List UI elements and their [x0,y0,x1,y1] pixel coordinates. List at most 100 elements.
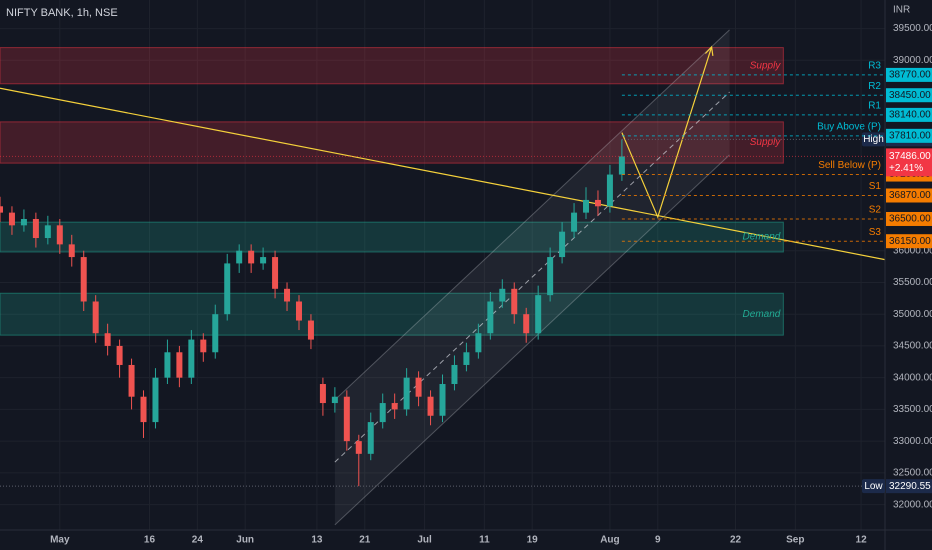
zone-label: Demand [743,232,781,243]
channel-middle [334,91,730,463]
x-tick-label: 12 [856,535,868,546]
candle-body [8,212,15,226]
level-name: S1 [869,181,882,192]
level-tag [886,234,932,249]
marker-tag [862,479,885,494]
candle-body [475,333,482,353]
level-tag [886,188,932,203]
projection-arrow [621,46,713,219]
candle-body [32,218,39,239]
y-tick-label: 32500.00 [893,468,932,479]
zone [0,47,784,85]
zone-label: Demand [743,309,781,320]
level-tag-label: 38140.00 [889,110,931,121]
zone-label: Supply [750,137,782,148]
zone [0,121,784,164]
candle-body [92,301,99,334]
x-tick-label: 9 [655,535,661,546]
candle-body [56,225,63,245]
candle-body [415,377,422,397]
candle-body [487,301,494,334]
candle-body [379,403,386,423]
trendline [0,87,885,261]
candle-body [188,339,195,378]
x-tick-label: 24 [192,535,204,546]
level-tag [886,88,932,103]
level-name: R2 [868,81,881,92]
candle-body [499,288,506,302]
candle-body [116,345,123,365]
candle-body [128,364,135,397]
plot-area [0,0,885,530]
x-tick-label: 19 [527,535,539,546]
level-name: R3 [868,61,881,72]
y-tick-label: 34000.00 [893,372,932,383]
chart-title: NIFTY BANK, 1h, NSE [6,7,118,19]
zone [0,292,784,336]
candle-body [236,250,243,264]
level-name: R1 [868,101,881,112]
level-tag-label: 38770.00 [889,70,931,81]
x-tick-label: Jul [417,535,432,546]
candle-body [606,174,613,207]
level-tag [886,211,932,226]
level-tag [886,67,932,82]
level-tag-label: 36500.00 [889,214,931,225]
zone-label: Supply [750,60,782,71]
x-tick-label: Jun [236,535,254,546]
price-tag-label: 32290.55 [889,481,931,492]
x-tick-label: 13 [311,535,323,546]
candle-body [511,288,518,315]
candle-body [583,199,590,213]
candle-body [212,314,219,353]
x-tick-label: 22 [730,535,742,546]
y-tick-label: 35500.00 [893,277,932,288]
candle-body [618,156,625,175]
channel-upper [334,29,730,401]
last-price-label: 37486.00 [889,151,931,162]
y-tick-label: 39000.00 [893,55,932,66]
candle-body [571,212,578,232]
x-tick-label: 21 [359,535,371,546]
candle-body [331,396,338,404]
candle-body [272,257,279,289]
candle-body [295,301,302,321]
marker-tag [862,132,885,147]
candle-body [20,218,27,226]
level-tag-label: 36870.00 [889,190,931,201]
currency: INR [893,5,910,16]
arrow-head [704,45,714,56]
candle-body [0,206,3,213]
candle-body [140,396,147,423]
candle-body [44,225,51,239]
level-name: S3 [869,227,882,238]
candle-body [355,441,362,454]
candle-body [559,231,566,258]
level-tag [886,107,932,122]
candle-body [463,352,470,365]
y-tick-label: 34500.00 [893,341,932,352]
x-tick-label: 11 [479,535,490,546]
level-name: S2 [869,205,882,216]
candle-body [319,384,326,404]
candle-body [152,377,159,423]
y-tick-label: 33000.00 [893,436,932,447]
y-tick-label: 33500.00 [893,404,932,415]
y-tick-label: 36000.00 [893,245,932,256]
candle-body [343,396,350,442]
candle-body [200,339,207,353]
level-tag-label: 37810.00 [889,130,931,141]
candle-body [451,364,458,385]
candle-body [176,352,183,378]
x-tick-label: Aug [600,535,619,546]
candle-body [391,403,398,410]
last-change-label: +2.41% [889,163,923,174]
level-name: Buy Above (P) [817,121,881,132]
level-tag-label: 38450.00 [889,90,931,101]
candle-body [367,422,374,454]
marker-label: High [863,134,884,145]
candle-body [535,295,542,334]
candle-body [594,199,601,207]
